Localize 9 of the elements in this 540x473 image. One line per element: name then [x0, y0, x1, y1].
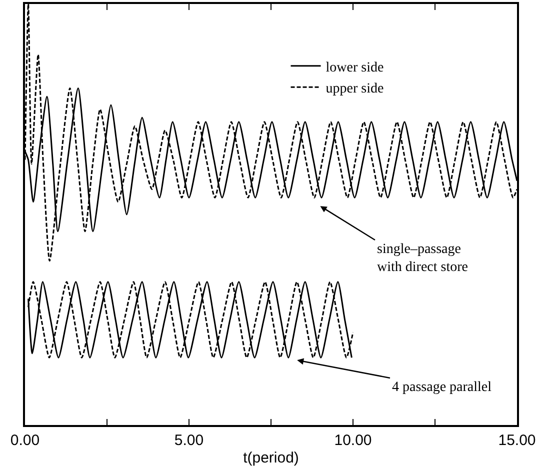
x-tick-label: 15.00	[498, 432, 536, 449]
x-tick-label: 10.00	[334, 432, 372, 449]
legend-label: upper side	[326, 82, 384, 97]
annotation: single–passage with direct store	[377, 242, 468, 276]
x-axis-title: t(period)	[243, 450, 299, 466]
annotation: 4 passage parallel	[392, 380, 492, 395]
x-tick-label: 5.00	[174, 432, 204, 449]
legend-label: lower side	[326, 60, 384, 76]
x-tick-label: 0.00	[10, 432, 40, 449]
